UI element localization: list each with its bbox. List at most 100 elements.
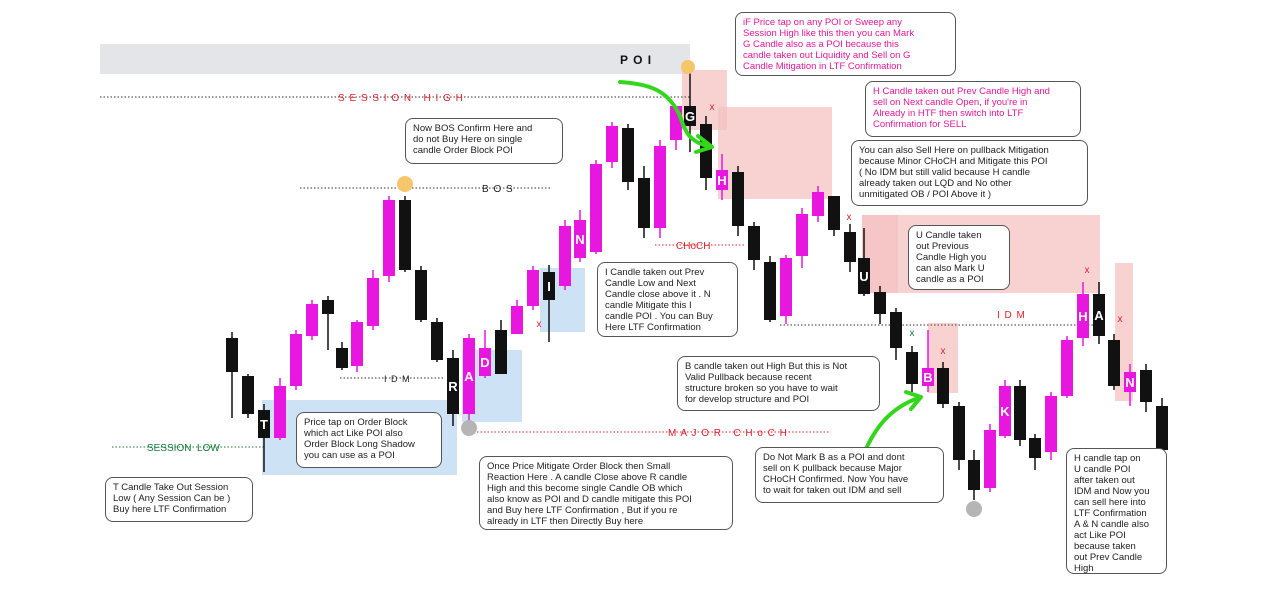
candle-body xyxy=(874,292,886,314)
candle xyxy=(226,332,238,418)
candle-body xyxy=(431,322,443,360)
candle-letter: U xyxy=(859,269,868,284)
candle-body xyxy=(922,368,934,386)
candle-body xyxy=(226,338,238,372)
candle xyxy=(844,224,856,272)
candle xyxy=(351,320,363,372)
major-choch-label: M A J O R C H o C H xyxy=(668,428,788,439)
candle-body xyxy=(351,322,363,366)
idm-right-label: I D M xyxy=(997,310,1026,321)
candle xyxy=(1029,434,1041,470)
note-bos-confirm: Now BOS Confirm Here and do not Buy Here… xyxy=(405,118,563,164)
note-g-candle: iF Price tap on any POI or Sweep any Ses… xyxy=(735,12,956,76)
candle-body xyxy=(1156,406,1168,450)
candle-body xyxy=(290,334,302,386)
candle xyxy=(1061,336,1073,398)
candle-body xyxy=(1108,340,1120,386)
labels-layer: P O I S E S S I O N H I G H B O S I D M … xyxy=(147,53,1026,454)
candle-body xyxy=(559,226,571,286)
candle xyxy=(479,330,491,378)
bos-label: B O S xyxy=(482,184,514,195)
idm-left-label: I D M xyxy=(384,374,411,384)
candle-body xyxy=(574,220,586,258)
candle-body xyxy=(764,262,776,320)
candle xyxy=(574,210,586,262)
candle-body xyxy=(258,410,270,438)
candle xyxy=(622,124,634,190)
candle xyxy=(953,402,965,470)
candle-body xyxy=(684,106,696,126)
candle-body xyxy=(638,178,650,228)
candle-letter: N xyxy=(1125,375,1134,390)
candle-letter: I xyxy=(547,279,551,294)
candle xyxy=(527,266,539,310)
candle xyxy=(716,154,728,200)
candle xyxy=(415,266,427,322)
candle xyxy=(748,222,760,270)
green-arrow-b-head xyxy=(904,390,923,411)
candle-letter: A xyxy=(464,369,474,384)
candle xyxy=(367,270,379,330)
candle-letter: R xyxy=(448,379,458,394)
candle-body xyxy=(1061,340,1073,396)
candle xyxy=(874,286,886,324)
candle-body xyxy=(1045,396,1057,452)
x-marker: x xyxy=(710,102,715,113)
candle-body xyxy=(906,352,918,384)
candle xyxy=(1093,282,1105,344)
session-high-label: S E S S I O N H I G H xyxy=(338,93,464,104)
x-marker: x xyxy=(1085,265,1090,276)
candle xyxy=(828,196,840,236)
green-arrow-g xyxy=(618,80,710,148)
note-k-pullback: Do Not Mark B as a POI and dont sell on … xyxy=(755,447,944,503)
candle xyxy=(463,334,475,426)
candle xyxy=(606,122,618,168)
x-marker: x xyxy=(1118,314,1123,325)
candle xyxy=(1140,364,1152,412)
candle-body xyxy=(890,312,902,348)
candle xyxy=(431,318,443,362)
candle xyxy=(511,300,523,334)
candle-body xyxy=(828,196,840,230)
low-dot xyxy=(966,501,982,517)
candle xyxy=(322,296,334,350)
candle-body xyxy=(274,386,286,438)
candle-body xyxy=(1124,372,1136,392)
candle-body xyxy=(654,146,666,228)
candle-letter: D xyxy=(480,355,489,370)
candle xyxy=(495,320,507,374)
candle xyxy=(638,166,650,238)
candle xyxy=(922,330,934,392)
candle-letter: H xyxy=(717,173,726,188)
candle-body xyxy=(606,126,618,162)
levels-layer xyxy=(100,96,1095,448)
candle-body xyxy=(968,460,980,490)
candle-body xyxy=(1029,438,1041,458)
candle xyxy=(732,166,744,236)
candle-letter: T xyxy=(260,417,268,432)
candle-body xyxy=(415,270,427,320)
candle xyxy=(306,300,318,340)
candle-body xyxy=(399,200,411,270)
candle-body xyxy=(844,232,856,262)
candle xyxy=(447,350,459,426)
note-t-candle: T Candle Take Out Session Low ( Any Sess… xyxy=(105,477,253,522)
candle xyxy=(543,265,555,342)
note-hu-candle: H candle tap on U candle POI after taken… xyxy=(1066,448,1167,574)
note-sell-pullback: You can also Sell Here on pullback Mitig… xyxy=(851,140,1088,206)
candle xyxy=(590,160,602,254)
candle xyxy=(858,228,870,296)
r-low-dot xyxy=(461,420,477,436)
candle-body xyxy=(732,172,744,226)
candle xyxy=(984,424,996,492)
candle-body xyxy=(622,128,634,182)
candle-body xyxy=(1140,370,1152,402)
candle-letter: H xyxy=(1078,309,1087,324)
candle-letter: A xyxy=(1094,308,1104,323)
session-low-label: SESSION LOW xyxy=(147,443,220,454)
candle xyxy=(700,116,712,190)
note-mitigate: Once Price Mitigate Order Block then Sma… xyxy=(479,456,733,530)
candle-letter: K xyxy=(1000,404,1010,419)
x-marker: x xyxy=(910,328,915,339)
candle-body xyxy=(543,272,555,300)
